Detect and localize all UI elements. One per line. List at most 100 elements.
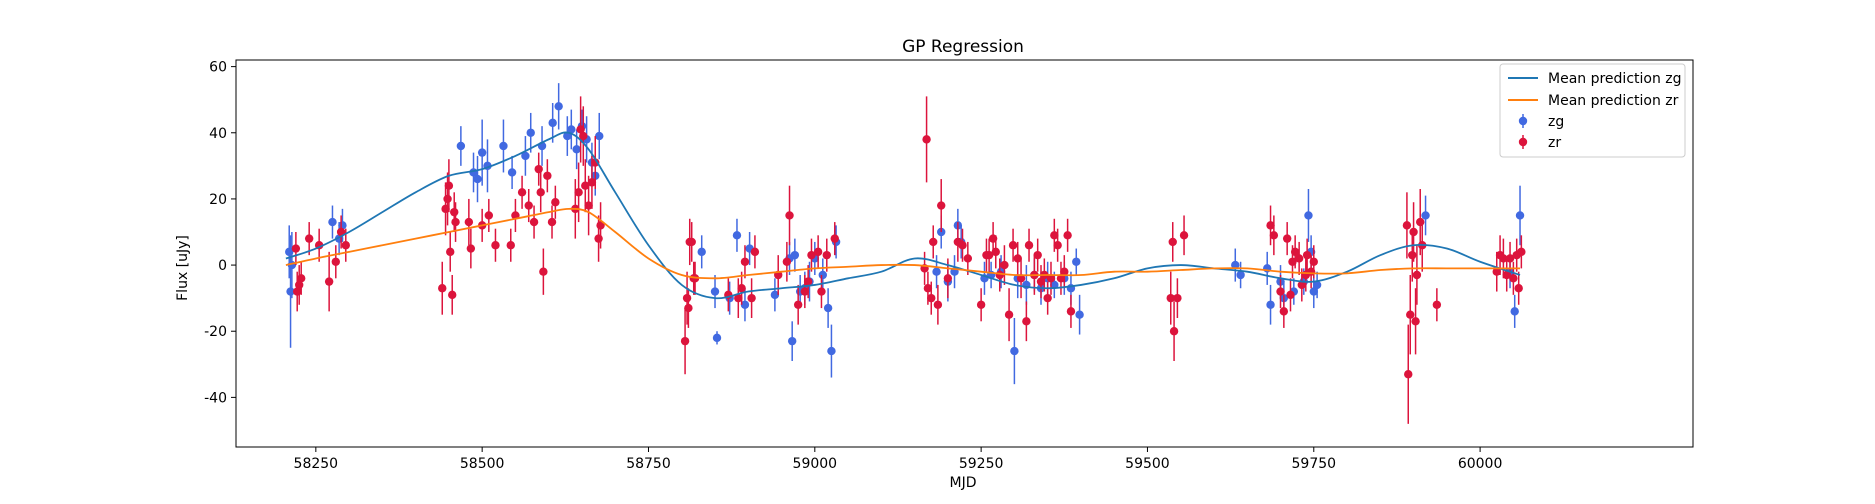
data-point-zr: [581, 181, 590, 190]
data-point-zr: [1502, 270, 1511, 280]
chart-title: GP Regression: [902, 37, 1024, 57]
data-point-zr: [807, 250, 816, 260]
data-point-zr: [817, 287, 826, 296]
data-point-zr: [684, 303, 693, 313]
data-point-zr: [1302, 250, 1312, 260]
data-point-zr: [1168, 237, 1177, 247]
data-point-zr: [803, 277, 813, 286]
data-point-zr: [450, 207, 459, 217]
y-tick-label: 40: [209, 126, 227, 142]
data-point-zr: [1408, 250, 1417, 260]
data-point-zr: [1169, 327, 1179, 336]
data-layer: [285, 83, 1526, 424]
legend-label-zg-points: zg: [1548, 114, 1564, 130]
data-point-zg: [507, 168, 517, 177]
data-point-zr: [491, 241, 500, 250]
data-point-zr: [296, 274, 306, 283]
data-point-zr: [1066, 307, 1076, 316]
data-point-zg: [1421, 211, 1430, 220]
data-point-zr: [737, 284, 746, 293]
data-point-zr: [543, 171, 552, 180]
plot-area: 58250 58500 58750 59000 59250 59500 59750 60000…: [204, 59, 1694, 472]
data-point-zr: [539, 267, 548, 276]
data-point-zr: [1412, 270, 1422, 280]
data-point-zr: [1297, 280, 1307, 290]
x-axis-label: MJD: [950, 475, 977, 491]
legend-swatch-zg-points: [1518, 114, 1528, 128]
data-point-zr: [1036, 277, 1046, 286]
data-point-zr: [922, 135, 931, 144]
data-point-zr: [304, 234, 314, 243]
data-point-zg: [477, 148, 487, 157]
data-point-zr: [984, 250, 994, 260]
data-point-zg: [1515, 211, 1525, 220]
data-point-zr: [830, 234, 839, 243]
data-point-zr: [438, 284, 447, 293]
y-tick-label: -20: [204, 324, 227, 340]
data-point-zg: [1309, 287, 1318, 296]
y-tick-label: 20: [209, 192, 227, 208]
data-point-zg: [1236, 270, 1245, 280]
data-point-zr: [740, 257, 750, 266]
data-point-zr: [446, 247, 455, 257]
series-zr: [291, 96, 1526, 424]
data-point-zr: [793, 300, 803, 309]
data-point-zr: [1416, 217, 1425, 227]
data-point-zg: [710, 287, 720, 296]
legend-point-marker: [1518, 137, 1528, 147]
data-point-zr: [448, 290, 457, 300]
data-point-zr: [1004, 310, 1014, 319]
legend-label-zr-points: zr: [1548, 135, 1561, 151]
data-point-zg: [697, 247, 706, 257]
x-tick-label: 59500: [1125, 456, 1170, 472]
data-point-zr: [1517, 247, 1526, 257]
data-point-zr: [976, 300, 986, 309]
data-point-zr: [1432, 300, 1442, 309]
y-tick-label: -40: [204, 390, 227, 406]
data-point-zr: [1013, 254, 1022, 263]
data-point-zr: [587, 178, 597, 187]
data-point-zr: [1514, 284, 1523, 293]
data-point-zg: [790, 250, 800, 260]
data-point-zg: [1304, 211, 1313, 220]
data-point-zr: [958, 241, 967, 250]
data-point-zr: [1492, 267, 1501, 276]
x-tick-label: 58250: [294, 456, 339, 472]
legend-label-zg-line: Mean prediction zg: [1548, 71, 1682, 87]
data-point-zg: [712, 333, 722, 343]
data-point-zr: [464, 217, 474, 227]
data-point-zg: [554, 102, 563, 111]
data-point-zr: [995, 270, 1004, 280]
data-point-zr: [1406, 310, 1415, 319]
data-point-zr: [1499, 254, 1508, 263]
data-point-zr: [443, 194, 452, 204]
data-point-zg: [338, 221, 347, 230]
data-point-zr: [1016, 274, 1026, 283]
data-point-zg: [286, 287, 295, 296]
data-point-zr: [1000, 260, 1009, 270]
data-point-zg: [1231, 260, 1240, 270]
data-point-zg: [499, 141, 508, 151]
data-point-zr: [943, 274, 953, 283]
data-point-zg: [1266, 300, 1275, 309]
data-point-zr: [1411, 317, 1420, 326]
data-point-zr: [291, 244, 301, 253]
data-point-zr: [682, 293, 692, 303]
data-point-zr: [734, 293, 743, 303]
data-point-zr: [484, 211, 494, 220]
data-point-zr: [1294, 254, 1304, 263]
legend-frame: [1499, 63, 1686, 158]
data-point-zg: [770, 290, 780, 300]
data-point-zr: [937, 201, 946, 210]
data-point-zr: [933, 300, 943, 309]
data-point-zr: [963, 254, 973, 263]
x-tick-label: 60000: [1458, 456, 1503, 472]
data-point-zr: [1409, 227, 1418, 237]
data-point-zr: [1173, 293, 1182, 303]
x-tick-label: 58500: [460, 456, 505, 472]
data-point-zr: [336, 227, 346, 237]
data-point-zg: [563, 131, 572, 141]
data-point-zr: [341, 241, 350, 250]
